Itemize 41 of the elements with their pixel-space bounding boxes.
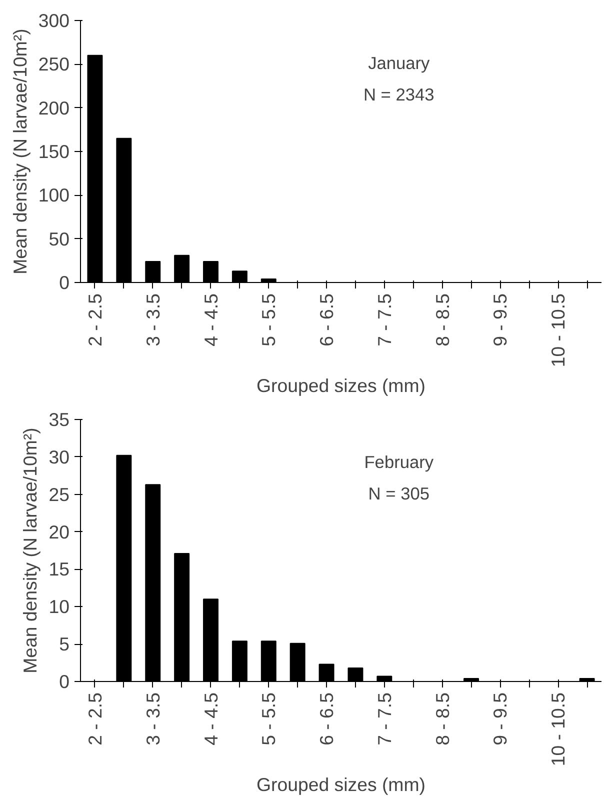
- annotation: January: [368, 52, 430, 73]
- y-tick-label: 10: [48, 596, 70, 618]
- x-tick-label: 4 - 4.5: [200, 294, 222, 346]
- x-axis-title: Grouped sizes (mm): [256, 375, 426, 396]
- y-tick-label: 250: [38, 54, 70, 75]
- x-tick-label: 7 - 7.5: [374, 692, 395, 746]
- y-axis-title: Mean density (N larvae/10m²): [9, 28, 30, 274]
- x-axis-title: Grouped sizes (mm): [256, 774, 426, 796]
- y-tick-label: 150: [38, 141, 70, 162]
- x-tick-label: 8 - 8.5: [432, 692, 453, 746]
- y-axis-title: Mean density (N larvae/10m²): [20, 428, 41, 674]
- y-tick-label: 50: [48, 228, 70, 250]
- x-tick-label: 5 - 5.5: [258, 692, 280, 746]
- x-tick-label: 3 - 3.5: [142, 692, 164, 746]
- y-tick-label: 0: [59, 671, 70, 692]
- x-tick-label: 10 - 10.5: [548, 692, 569, 766]
- y-tick-label: 0: [59, 272, 70, 293]
- y-tick-label: 30: [48, 446, 70, 468]
- x-tick-label: 2 - 2.5: [84, 294, 106, 346]
- y-tick-label: 20: [48, 521, 70, 542]
- y-tick-label: 25: [48, 484, 70, 505]
- y-tick-label: 300: [38, 10, 70, 31]
- y-tick-label: 35: [48, 409, 70, 430]
- y-tick-label: 200: [38, 97, 70, 118]
- x-tick-label: 3 - 3.5: [142, 294, 164, 346]
- x-tick-label: 5 - 5.5: [258, 294, 280, 346]
- annotation: February: [364, 452, 434, 472]
- x-tick-label: 4 - 4.5: [200, 692, 222, 746]
- x-tick-label: 6 - 6.5: [316, 294, 338, 346]
- x-tick-label: 9 - 9.5: [490, 692, 511, 746]
- x-tick-label: 9 - 9.5: [490, 294, 511, 346]
- x-tick-label: 8 - 8.5: [432, 294, 453, 346]
- y-tick-label: 5: [59, 634, 70, 655]
- x-tick-label: 10 - 10.5: [548, 293, 569, 368]
- annotation: N = 305: [368, 483, 430, 504]
- y-tick-label: 15: [48, 558, 70, 580]
- y-tick-label: 100: [38, 184, 70, 206]
- x-tick-label: 6 - 6.5: [316, 692, 338, 746]
- annotation: N = 2343: [363, 84, 434, 104]
- x-tick-label: 7 - 7.5: [374, 294, 395, 346]
- x-tick-label: 2 - 2.5: [84, 692, 106, 746]
